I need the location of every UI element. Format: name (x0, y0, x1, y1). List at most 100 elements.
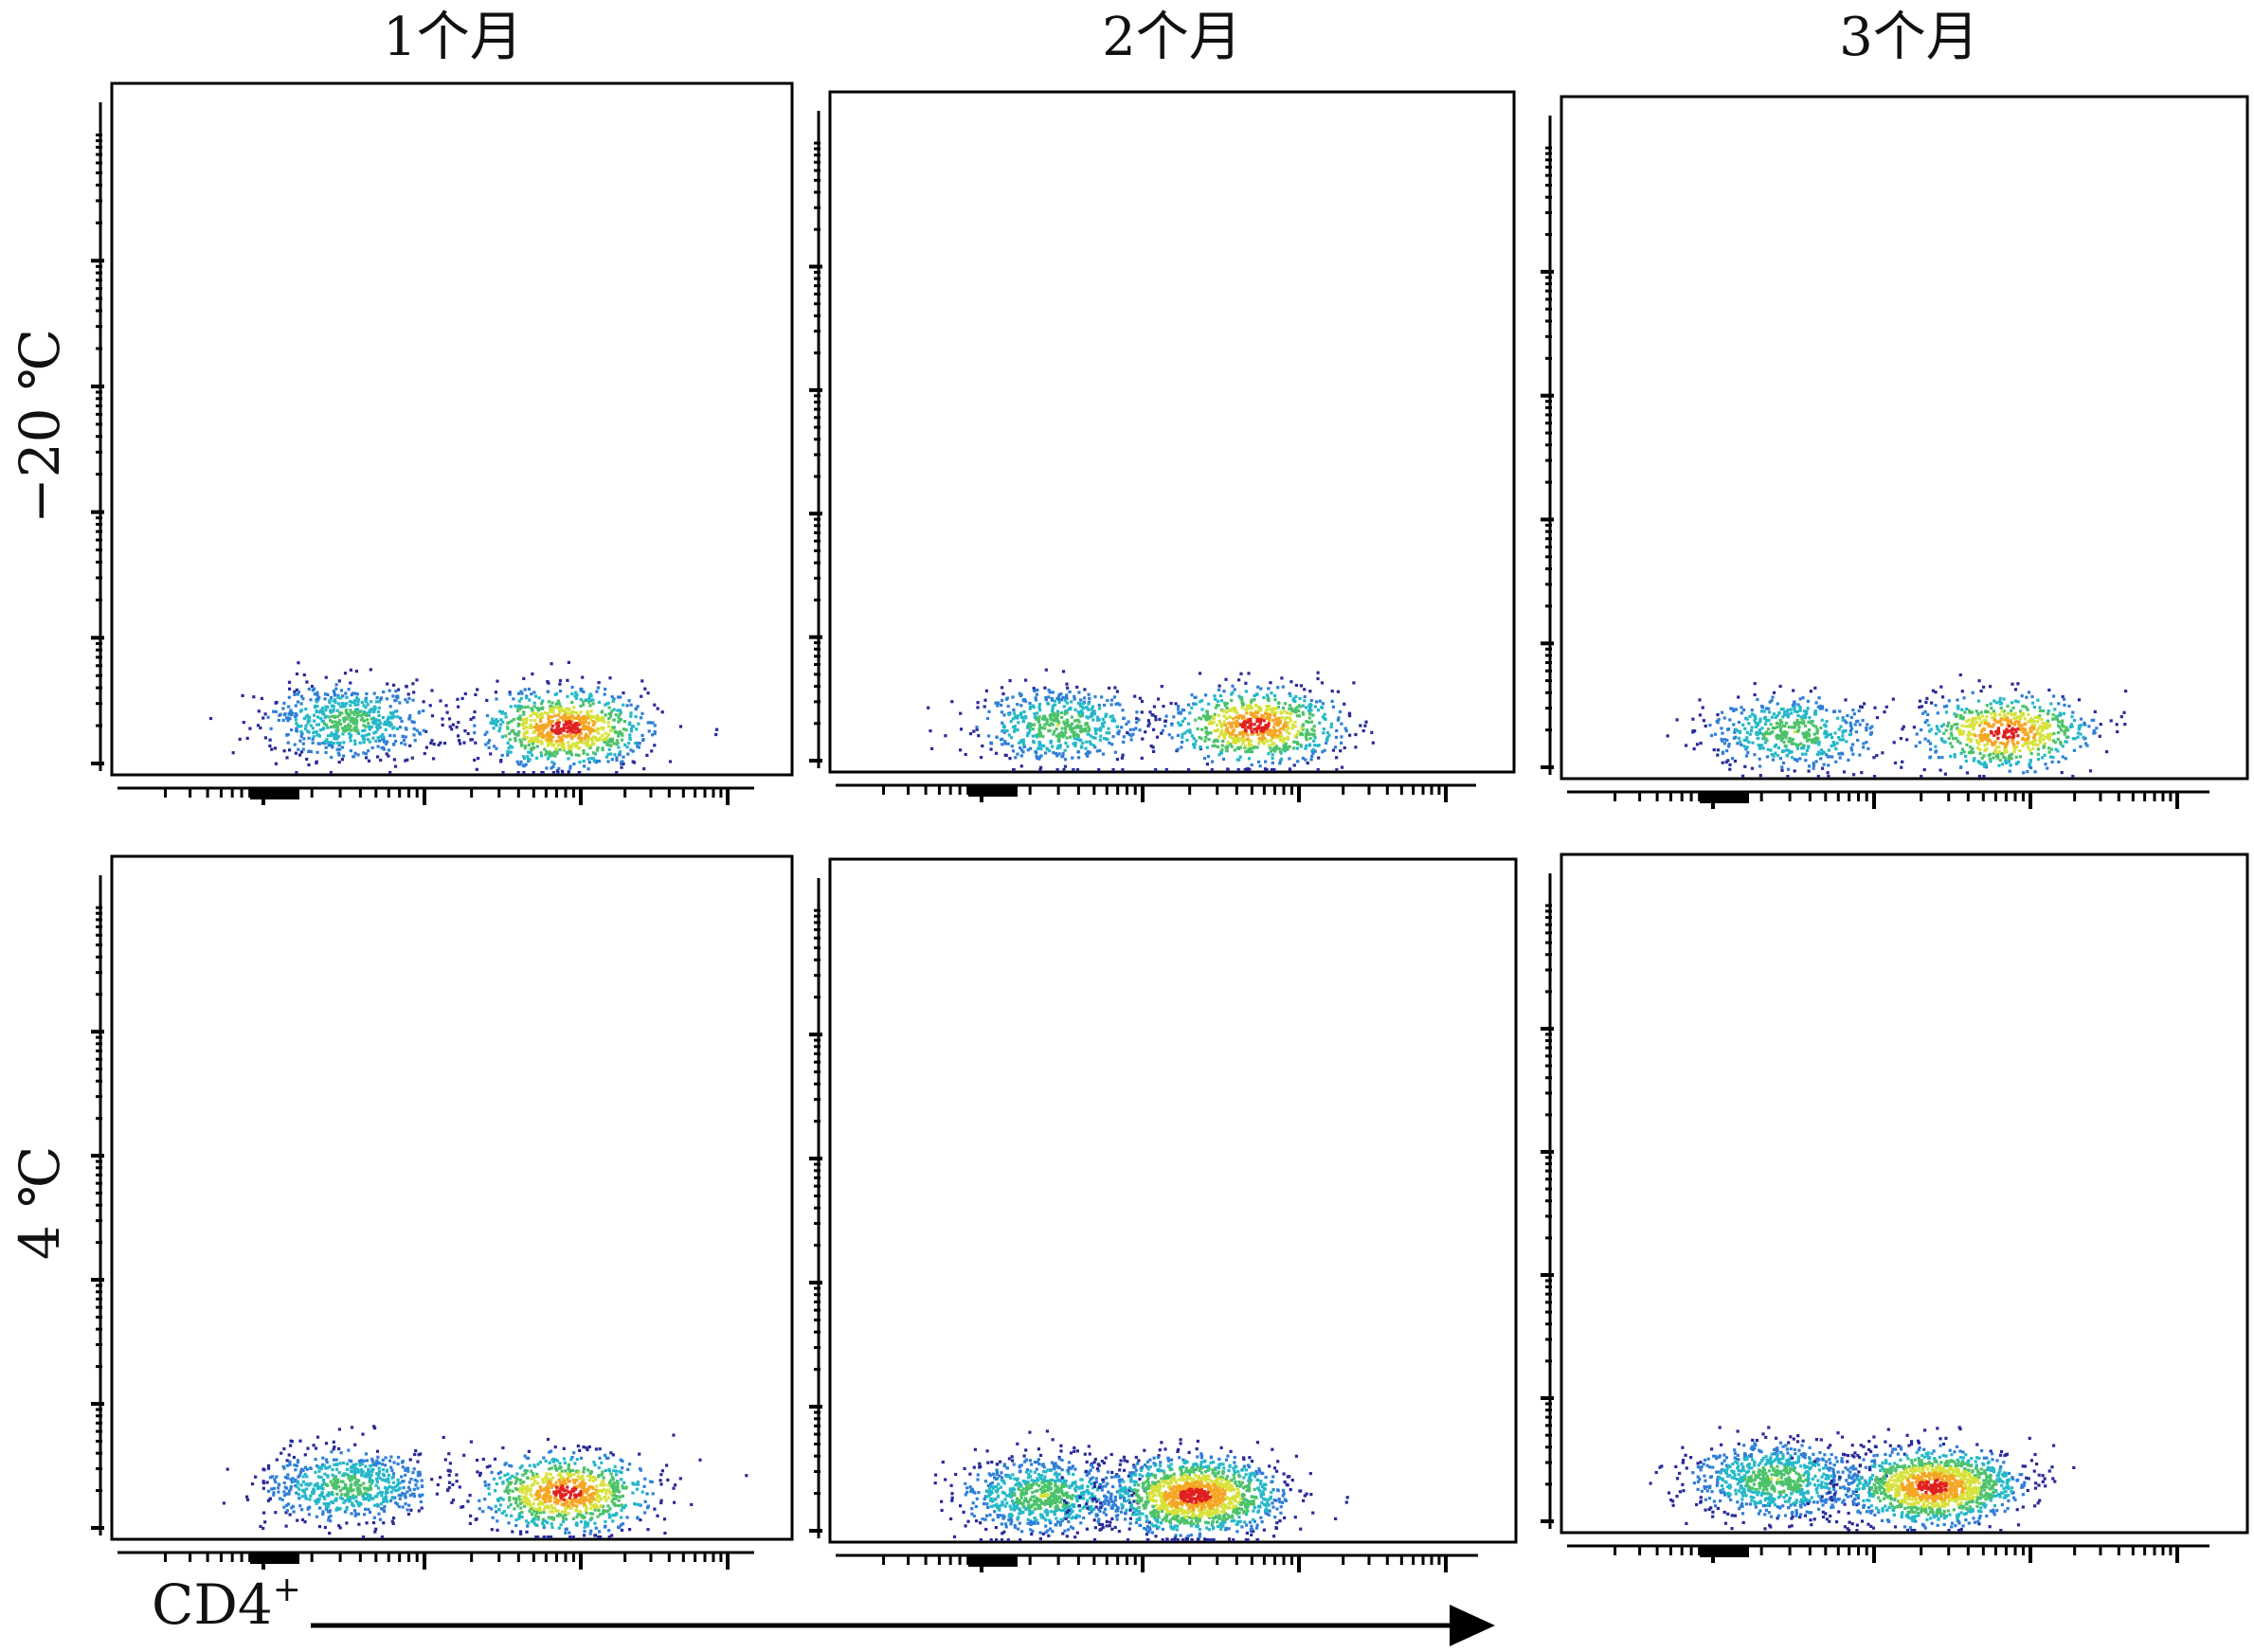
event-dot (1709, 733, 1714, 738)
event-dot (653, 729, 657, 734)
event-dot (1002, 726, 1006, 729)
event-dot (2041, 734, 2046, 738)
event-dot (412, 727, 416, 730)
event-dot (1263, 726, 1267, 729)
event-dot (1286, 727, 1289, 730)
event-dot (447, 1481, 452, 1484)
event-dot (316, 1475, 321, 1479)
event-dot (1958, 673, 1962, 677)
event-dot (375, 1472, 379, 1476)
event-dot (1858, 723, 1862, 727)
event-dot (1231, 736, 1235, 740)
event-dot (568, 764, 572, 768)
event-dot (2002, 733, 2006, 737)
event-dot (1928, 742, 1932, 745)
event-dot (288, 1463, 292, 1466)
event-dot (1217, 684, 1221, 688)
event-dot (1754, 717, 1758, 721)
event-dot (324, 1466, 328, 1470)
event-dot (1305, 706, 1308, 709)
event-dot (1987, 738, 1991, 742)
event-dot (324, 709, 328, 712)
event-dot (2038, 706, 2042, 709)
event-dot (308, 1505, 312, 1509)
event-dot (1109, 715, 1112, 719)
event-dot (359, 1483, 363, 1487)
event-dot (281, 1464, 285, 1468)
event-dot (1259, 718, 1263, 722)
event-dot (1847, 758, 1850, 762)
event-dot (417, 711, 421, 715)
event-dot (1734, 708, 1738, 711)
event-dot (342, 728, 346, 732)
event-dot (715, 727, 719, 731)
event-dot (582, 717, 586, 721)
event-dot (2077, 725, 2082, 728)
event-dot (1321, 702, 1325, 706)
event-dot (1792, 689, 1795, 692)
event-dot (1796, 714, 1800, 718)
event-dot (536, 733, 540, 737)
event-dot (374, 718, 378, 722)
event-dot (303, 1520, 307, 1524)
event-dot (356, 1500, 360, 1504)
event-dot (1021, 750, 1025, 754)
event-dot (1020, 715, 1024, 720)
event-dot (300, 731, 304, 735)
event-dot (353, 691, 357, 695)
event-dot (1245, 711, 1249, 715)
event-dot (1288, 745, 1291, 748)
event-dot (1114, 702, 1118, 706)
event-dot (1975, 739, 1979, 743)
event-dot (308, 715, 312, 719)
event-dot (408, 1458, 412, 1462)
event-dot (1982, 685, 1986, 689)
event-dot (388, 1499, 393, 1502)
event-dot (462, 1453, 466, 1457)
event-dot (356, 699, 360, 703)
event-dot (368, 732, 371, 736)
event-dot (352, 1488, 355, 1492)
event-dot (588, 744, 592, 747)
event-dot (286, 1473, 290, 1477)
event-dot (348, 731, 352, 735)
event-dot (474, 741, 478, 745)
event-dot (1269, 708, 1272, 712)
event-dot (566, 711, 569, 715)
event-dot (1083, 727, 1088, 730)
event-dot (1812, 766, 1815, 770)
event-dot (1872, 775, 1877, 779)
event-dot (1920, 705, 1923, 709)
event-dot (1776, 733, 1779, 737)
event-dot (358, 741, 362, 745)
event-dot (2021, 713, 2025, 717)
event-dot (277, 718, 280, 722)
event-dot (242, 721, 245, 725)
event-dot (1820, 752, 1824, 756)
event-dot (1205, 712, 1210, 716)
event-dot (1772, 691, 1776, 694)
event-dot (371, 1463, 375, 1466)
event-dot (2030, 724, 2034, 727)
event-dot (1979, 729, 1983, 733)
event-dot (1096, 718, 1100, 722)
event-dot (2093, 709, 2097, 713)
event-dot (1037, 734, 1042, 738)
event-dot (388, 1484, 391, 1488)
event-dot (1776, 725, 1779, 728)
event-dot (1027, 722, 1031, 726)
event-dot (1199, 717, 1203, 721)
event-dot (518, 714, 522, 718)
event-dot (362, 1492, 366, 1496)
event-dot (1849, 724, 1853, 727)
event-dot (1820, 718, 1824, 722)
event-dot (1949, 727, 1953, 731)
event-dot (349, 681, 352, 685)
event-dot (547, 742, 550, 745)
event-dot (329, 741, 333, 745)
event-dot (1304, 746, 1307, 750)
event-dot (1231, 725, 1235, 728)
event-dot (1695, 743, 1700, 746)
event-dot (287, 1492, 291, 1496)
event-dot (1985, 747, 1989, 751)
